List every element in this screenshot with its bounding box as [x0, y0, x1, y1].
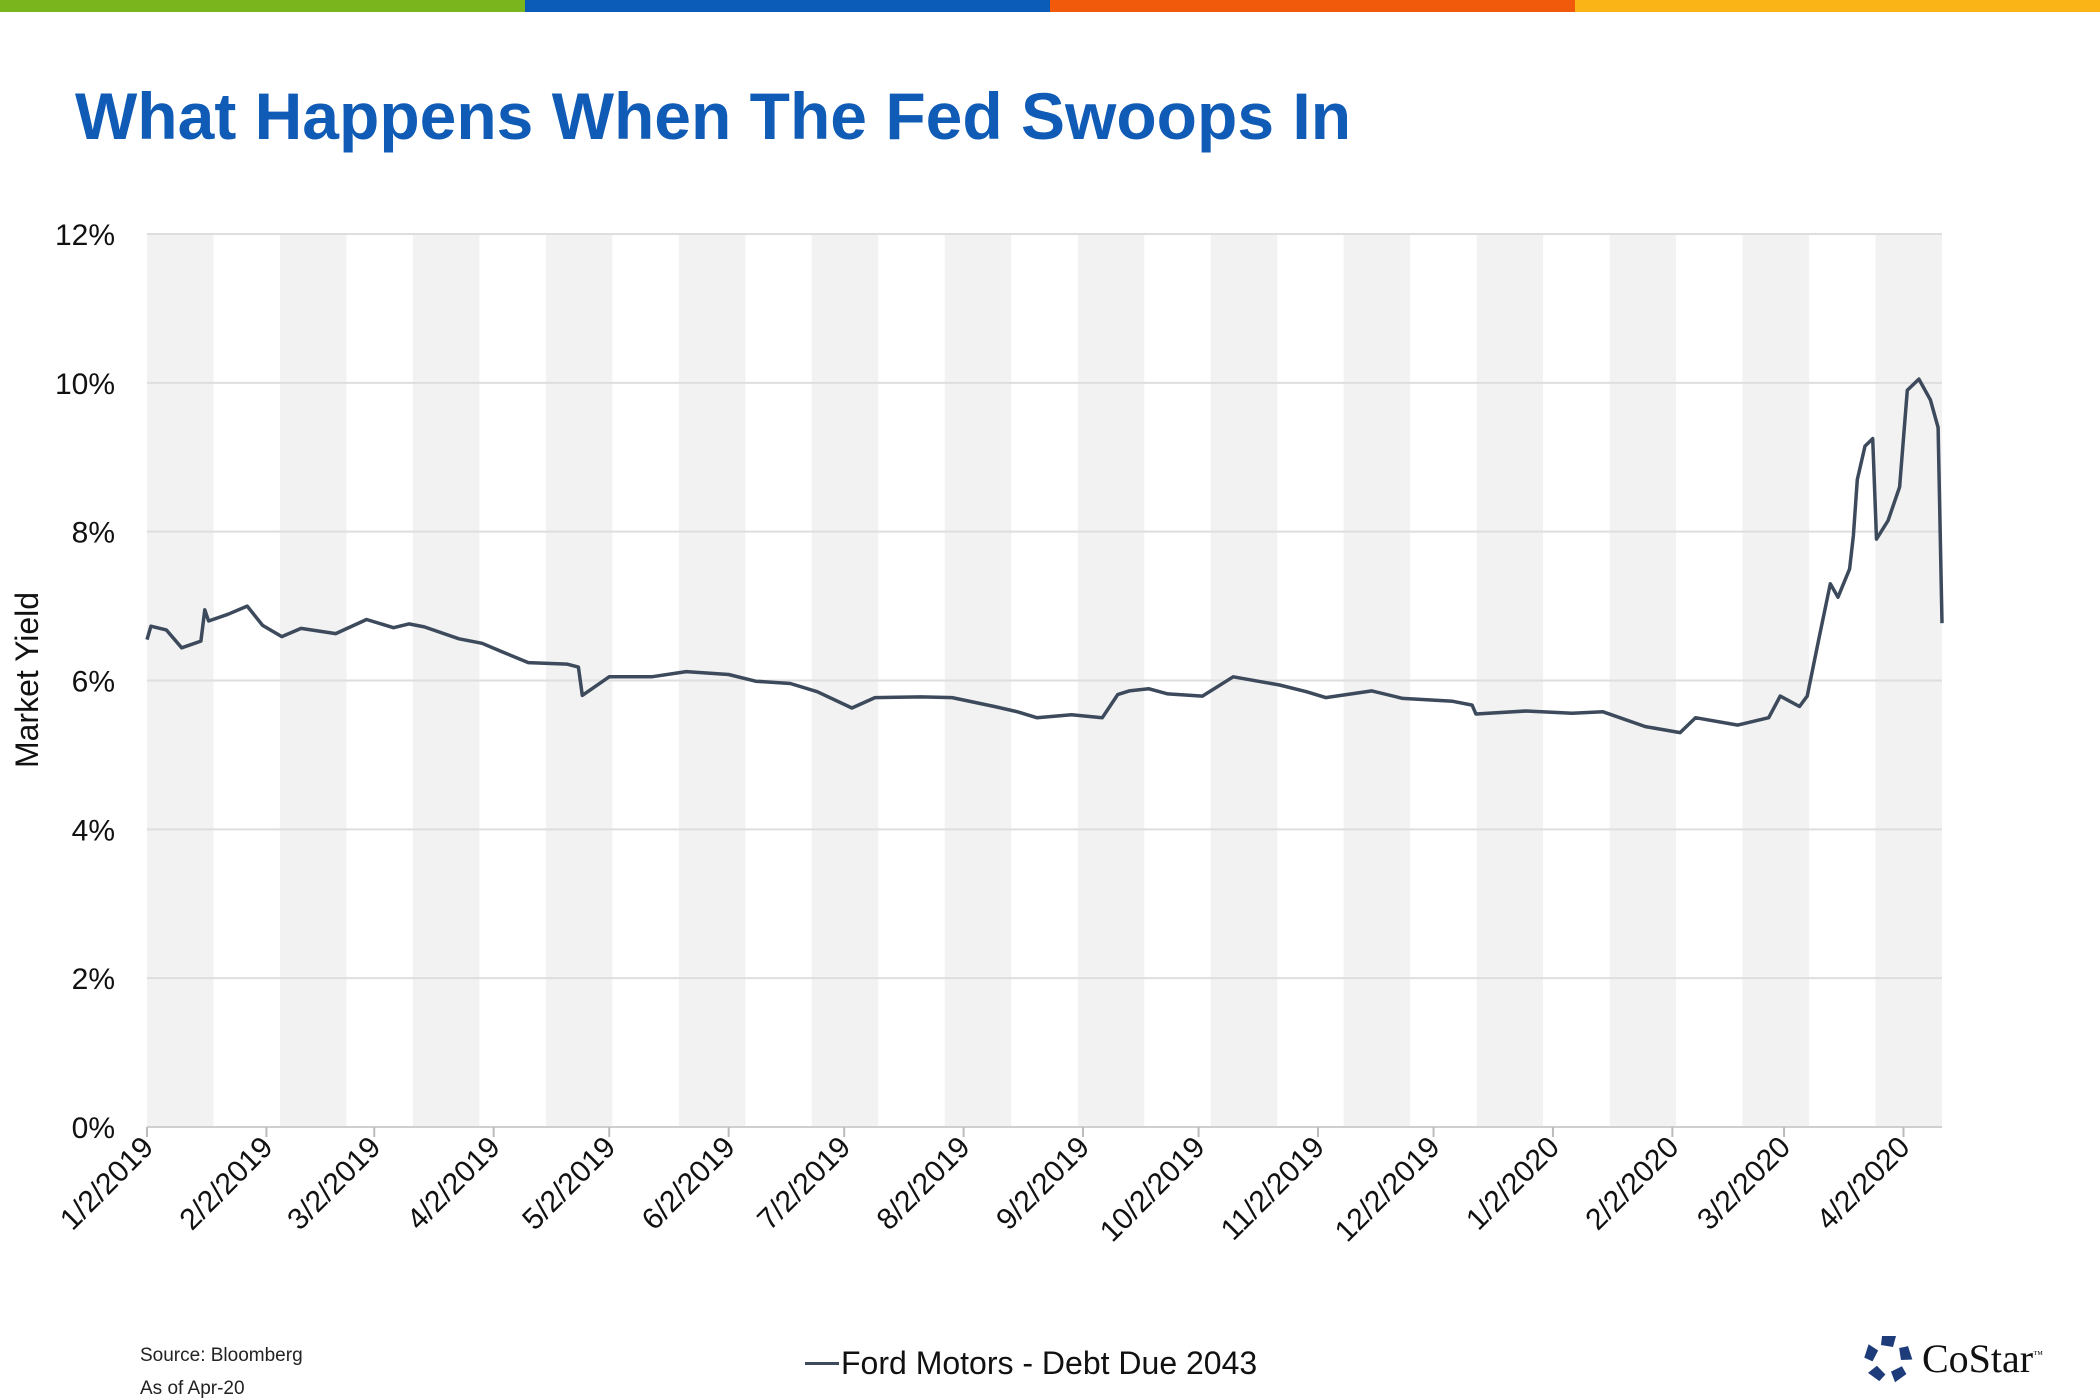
- logo-piece: [1899, 1346, 1913, 1361]
- y-tick-label: 10%: [55, 368, 115, 401]
- x-tick-label: 4/2/2020: [1811, 1131, 1917, 1237]
- color-bar-segment: [1050, 0, 1575, 12]
- logo-piece: [1881, 1336, 1896, 1347]
- x-tick-label: 5/2/2019: [516, 1131, 622, 1237]
- x-tick-label: 1/2/2020: [1460, 1131, 1566, 1237]
- y-tick-label: 4%: [72, 814, 115, 847]
- y-tick-label: 12%: [55, 219, 115, 252]
- y-axis-label: Market Yield: [9, 592, 45, 768]
- x-tick-label: 11/2/2019: [1215, 1131, 1331, 1247]
- series-line-ford: [145, 377, 1944, 735]
- logo-piece: [1891, 1366, 1907, 1383]
- x-tick-label: 1/2/2019: [54, 1131, 160, 1237]
- costar-star-icon: [1864, 1336, 1913, 1383]
- x-tick-label: 6/2/2019: [636, 1131, 742, 1237]
- y-tick-label: 6%: [72, 666, 115, 699]
- legend-label: Ford Motors - Debt Due 2043: [841, 1345, 1258, 1381]
- x-tick-label: 12/2/2019: [1329, 1131, 1447, 1249]
- legend: Ford Motors - Debt Due 2043: [805, 1345, 1257, 1382]
- source-note: Source: Bloomberg: [140, 1345, 303, 1366]
- costar-logo: CoStar™: [1862, 1332, 2043, 1384]
- x-tick-label: 2/2/2019: [173, 1131, 279, 1237]
- x-tick-label: 10/2/2019: [1094, 1131, 1212, 1249]
- as-of-note: As of Apr-20: [140, 1378, 245, 1399]
- top-color-bar: [0, 0, 2100, 12]
- y-tick-label: 2%: [72, 963, 115, 996]
- logo-piece: [1868, 1365, 1886, 1382]
- color-bar-segment: [525, 0, 1050, 12]
- x-tick-label: 4/2/2019: [401, 1131, 507, 1237]
- color-bar-segment: [1575, 0, 2100, 12]
- logo-piece: [1864, 1344, 1879, 1362]
- x-tick-label: 7/2/2019: [751, 1131, 857, 1237]
- legend-swatch: [805, 1362, 839, 1365]
- y-tick-label: 8%: [72, 517, 115, 550]
- x-tick-label: 3/2/2019: [281, 1131, 387, 1237]
- x-tick-label: 8/2/2019: [871, 1131, 977, 1237]
- x-tick-label: 2/2/2020: [1579, 1131, 1685, 1237]
- page-title: What Happens When The Fed Swoops In: [75, 79, 1352, 153]
- x-tick-label: 3/2/2020: [1691, 1131, 1797, 1237]
- y-tick-label: 0%: [72, 1112, 115, 1145]
- x-tick-label: 9/2/2019: [990, 1131, 1096, 1237]
- color-bar-segment: [0, 0, 525, 12]
- logo-text: CoStar™: [1922, 1335, 2043, 1381]
